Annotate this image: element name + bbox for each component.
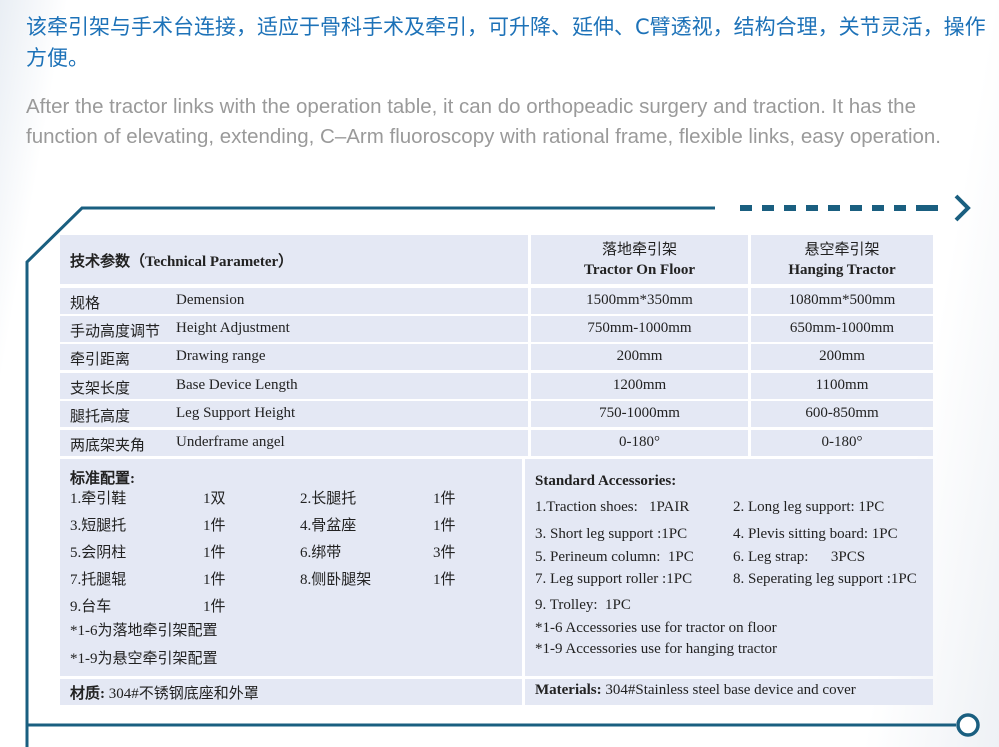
header-floor-en: Tractor On Floor <box>583 262 696 278</box>
frame-line <box>25 206 715 747</box>
accessory-zh-qty: 1件 <box>433 518 456 534</box>
accessory-zh-qty: 1件 <box>203 599 226 615</box>
param-zh: 腿托高度 <box>70 409 131 425</box>
value-floor: 0-180° <box>531 430 748 456</box>
table-row: 两底架夹角 Underframe angel <box>60 430 528 456</box>
table-row: 手动高度调节 Height Adjustment <box>60 316 528 342</box>
dashed-arrow-icon <box>740 194 971 222</box>
accessories-zh-title: 标准配置: <box>70 471 135 487</box>
param-zh: 手动高度调节 <box>70 324 161 340</box>
materials-zh-value: 304#不锈钢底座和外罩 <box>105 686 259 702</box>
header-hanging-en: Hanging Tractor <box>788 262 896 278</box>
accessories-en-note: *1-9 Accessories use for hanging tractor <box>535 641 778 657</box>
accessories-zh-note: *1-6为落地牵引架配置 <box>70 623 218 639</box>
accessory-en-item: 4. Plevis sitting board: 1PC <box>733 526 898 542</box>
param-en: Leg Support Height <box>176 405 296 421</box>
accessories-zh-note: *1-9为悬空牵引架配置 <box>70 651 218 667</box>
circle-end-icon <box>956 713 980 737</box>
accessory-zh-name: 9.台车 <box>70 599 112 615</box>
value-hanging: 200mm <box>751 344 933 370</box>
accessory-en-item: 6. Leg strap: 3PCS <box>733 549 866 565</box>
value-floor: 1500mm*350mm <box>531 288 748 314</box>
value-hanging: 650mm-1000mm <box>751 316 933 342</box>
header-hanging-zh: 悬空牵引架 <box>804 242 880 258</box>
accessory-zh-name: 7.托腿辊 <box>70 572 127 588</box>
accessory-en-item: 8. Seperating leg support :1PC <box>733 571 917 587</box>
header-param-text: 技术参数（Technical Parameter） <box>70 254 294 270</box>
accessories-en-title: Standard Accessories: <box>535 473 677 489</box>
accessory-zh-name: 4.骨盆座 <box>300 518 357 534</box>
intro-english: After the tractor links with the operati… <box>26 95 942 148</box>
accessory-en-item: 3. Short leg support :1PC <box>535 526 688 542</box>
param-zh: 牵引距离 <box>70 352 131 368</box>
table-row: 支架长度 Base Device Length <box>60 373 528 399</box>
param-en: Drawing range <box>176 348 266 364</box>
materials-en-label: Materials: <box>535 682 602 698</box>
param-zh: 支架长度 <box>70 381 131 397</box>
value-hanging: 0-180° <box>751 430 933 456</box>
value-hanging: 1080mm*500mm <box>751 288 933 314</box>
accessory-zh-qty: 1件 <box>203 572 226 588</box>
header-floor-zh: 落地牵引架 <box>601 242 677 258</box>
accessory-zh-name: 3.短腿托 <box>70 518 127 534</box>
accessory-zh-name: 6.绑带 <box>300 545 342 561</box>
header-param: 技术参数（Technical Parameter） <box>60 235 528 284</box>
materials-zh: 材质: 304#不锈钢底座和外罩 <box>60 679 522 705</box>
materials-en-value: 304#Stainless steel base device and cove… <box>601 682 856 698</box>
materials-zh-label: 材质: <box>70 686 105 702</box>
table-row: 牵引距离 Drawing range <box>60 344 528 370</box>
accessory-zh-qty: 1件 <box>203 518 226 534</box>
intro-chinese: 该牵引架与手术台连接，适应于骨科手术及牵引，可升降、延伸、C臂透视，结构合理，关… <box>26 15 986 70</box>
accessory-zh-qty: 1件 <box>203 545 226 561</box>
value-hanging: 1100mm <box>751 373 933 399</box>
accessory-zh-name: 2.长腿托 <box>300 491 357 507</box>
value-floor: 750-1000mm <box>531 401 748 427</box>
table-row: 规格 Demension <box>60 288 528 314</box>
materials-en: Materials: 304#Stainless steel base devi… <box>525 679 933 705</box>
value-floor: 750mm-1000mm <box>531 316 748 342</box>
header-hanging: 悬空牵引架 Hanging Tractor <box>751 235 933 284</box>
table-row: 腿托高度 Leg Support Height <box>60 401 528 427</box>
accessories-en: Standard Accessories: 1.Traction shoes: … <box>525 459 933 676</box>
accessory-en-item: 5. Perineum column: 1PC <box>535 549 694 565</box>
param-en: Height Adjustment <box>176 320 290 336</box>
accessory-en-item: 9. Trolley: 1PC <box>535 597 631 613</box>
accessories-en-note: *1-6 Accessories use for tractor on floo… <box>535 620 777 636</box>
accessory-en-item: 2. Long leg support: 1PC <box>733 499 885 515</box>
param-en: Underframe angel <box>176 434 285 450</box>
accessory-zh-name: 5.会阴柱 <box>70 545 127 561</box>
value-floor: 200mm <box>531 344 748 370</box>
accessory-zh-name: 8.侧卧腿架 <box>300 572 372 588</box>
accessory-en-item: 7. Leg support roller :1PC <box>535 571 693 587</box>
param-en: Demension <box>176 292 245 308</box>
value-floor: 1200mm <box>531 373 748 399</box>
accessory-zh-qty: 1件 <box>433 572 456 588</box>
accessories-zh: 标准配置: 1.牵引鞋 1双 2.长腿托 1件 3.短腿托 1件 4.骨盆座 1件 5.… <box>60 459 522 676</box>
header-floor: 落地牵引架 Tractor On Floor <box>531 235 748 284</box>
accessory-zh-qty: 1件 <box>433 491 456 507</box>
accessory-en-item: 1.Traction shoes: 1PAIR <box>535 499 690 515</box>
accessory-zh-qty: 1双 <box>203 491 226 507</box>
accessory-zh-name: 1.牵引鞋 <box>70 491 127 507</box>
param-en: Base Device Length <box>176 377 298 393</box>
param-zh: 两底架夹角 <box>70 438 146 454</box>
accessory-zh-qty: 3件 <box>433 545 456 561</box>
value-hanging: 600-850mm <box>751 401 933 427</box>
param-zh: 规格 <box>70 296 101 312</box>
